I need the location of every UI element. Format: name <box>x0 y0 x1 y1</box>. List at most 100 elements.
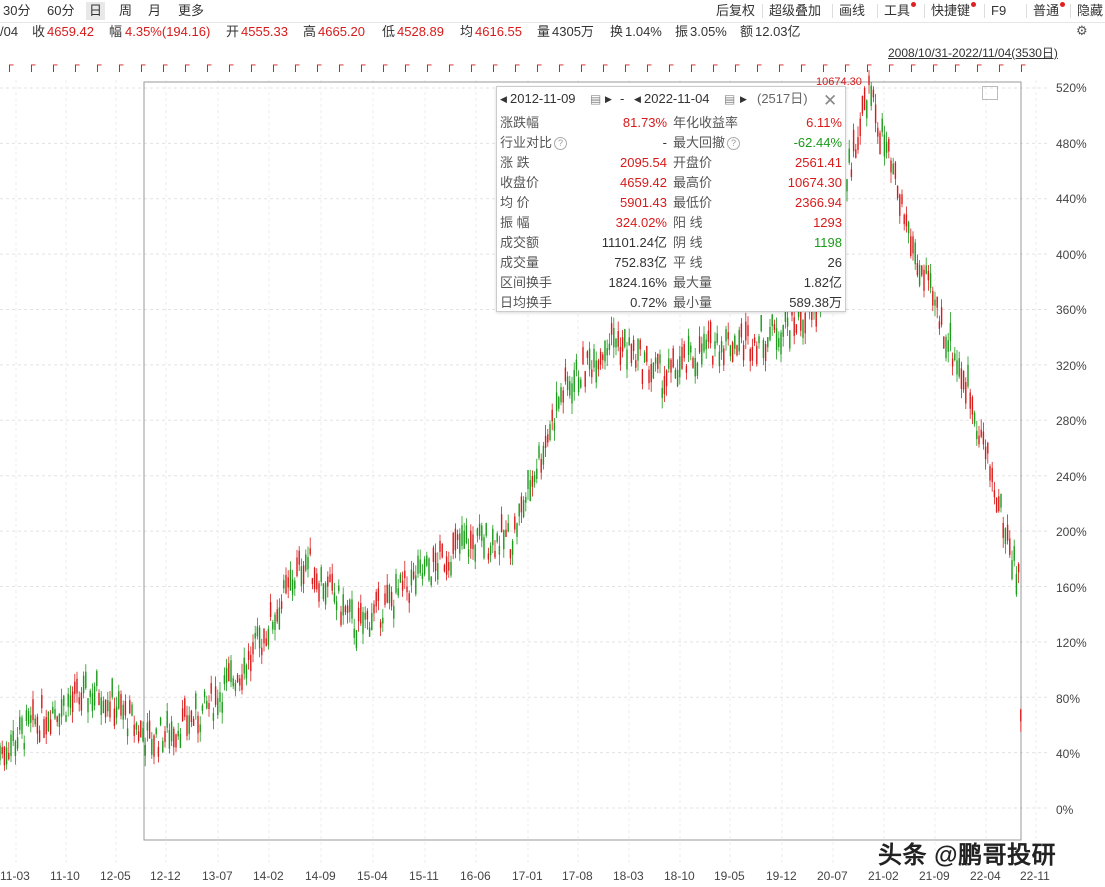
candle-body <box>866 100 868 119</box>
candle-body <box>786 317 789 327</box>
event-marker-icon: ᒥ <box>250 64 256 75</box>
candle-body <box>137 731 140 741</box>
stat-value: 324.02% <box>615 215 667 230</box>
candle-body <box>509 549 512 559</box>
candle-body <box>23 742 25 750</box>
period-tab-1[interactable]: 60分 <box>47 3 75 18</box>
event-marker-icon: ᒥ <box>690 64 696 75</box>
candle-body <box>426 555 428 566</box>
close-icon[interactable]: ✕ <box>823 91 838 110</box>
candle-body <box>478 523 481 537</box>
high-value: 4665.20 <box>318 24 365 39</box>
candle-body <box>135 723 138 730</box>
candle-body <box>624 329 626 347</box>
candle-body <box>318 583 320 602</box>
candle-body <box>322 583 325 600</box>
event-marker-icon: ᒥ <box>140 64 146 75</box>
candle-body <box>654 357 657 364</box>
candle-body <box>89 690 91 697</box>
candle-body <box>852 129 855 152</box>
end-date[interactable]: 2022-11-04 <box>644 91 710 106</box>
candle-body <box>982 431 985 445</box>
candle-body <box>107 700 109 712</box>
stat-label: 涨跌幅 <box>500 115 540 130</box>
candle-body <box>241 674 243 691</box>
x-tick-label: 17-01 <box>512 869 543 883</box>
period-tab-2[interactable]: 日 <box>86 2 106 20</box>
range-selection-box <box>143 81 1022 841</box>
candle-body <box>883 134 886 157</box>
next-start-icon[interactable]: ▶ <box>605 94 612 104</box>
quote-date: /04 <box>0 24 19 39</box>
candle-body <box>437 563 439 580</box>
candle-body <box>492 528 494 546</box>
candle-body <box>76 678 78 694</box>
toolbar-item-7[interactable]: 隐藏 <box>1077 3 1104 18</box>
candle-body <box>399 574 402 583</box>
watermark: 头条 @鹏哥投研 <box>878 842 1057 869</box>
next-end-icon[interactable]: ▶ <box>740 94 747 104</box>
event-marker-icon: ᒥ <box>954 64 960 75</box>
event-marker-icon: ᒥ <box>580 64 586 75</box>
candle-body <box>364 612 366 620</box>
start-date[interactable]: 2012-11-09 <box>510 91 576 106</box>
toolbar-item-1[interactable]: 超级叠加 <box>769 3 822 18</box>
range-dash: - <box>620 91 625 106</box>
calendar-icon[interactable]: ▤ <box>724 92 736 106</box>
candle-body <box>687 335 690 356</box>
period-tab-3[interactable]: 周 <box>119 3 133 18</box>
x-tick-label: 19-12 <box>766 869 797 883</box>
candle-body <box>500 514 503 533</box>
stat-value: 1824.16% <box>608 275 667 290</box>
x-tick-label: 11-03 <box>0 869 30 883</box>
period-tab-0[interactable]: 30分 <box>3 3 31 18</box>
candle-body <box>619 347 622 365</box>
stat-label: 年化收益率 <box>673 115 739 130</box>
toolbar-item-0[interactable]: 后复权 <box>716 3 756 18</box>
candle-body <box>164 731 166 742</box>
candle-body <box>802 319 804 338</box>
prev-end-icon[interactable]: ◀ <box>634 94 641 104</box>
candle-body <box>445 556 448 575</box>
stat-label: 区间换手 <box>500 275 553 290</box>
settings-gear-icon[interactable]: ⚙ <box>1076 23 1088 38</box>
maximize-icon[interactable] <box>982 86 998 100</box>
candle-body <box>613 327 615 348</box>
candle-body <box>694 357 696 377</box>
candle-body <box>419 559 421 574</box>
stats-row: 成交额 11101.24亿阴 线 1198 <box>497 233 845 253</box>
candle-body <box>879 132 881 155</box>
candle-body <box>674 369 677 379</box>
candle-body <box>771 314 773 327</box>
x-tick-label: 12-12 <box>150 869 181 883</box>
help-icon[interactable]: ? <box>727 137 741 151</box>
candle-body <box>863 88 866 111</box>
event-marker-icon: ᒥ <box>866 64 872 75</box>
candle-body <box>223 675 226 685</box>
stat-value: 26 <box>827 255 842 270</box>
candle-body <box>254 632 256 639</box>
help-icon[interactable]: ? <box>554 137 568 151</box>
candle-body <box>683 343 685 358</box>
candle-body <box>907 222 910 234</box>
date-range-label[interactable]: 2008/10/31-2022/11/04(3530日) <box>888 46 1058 60</box>
toolbar-item-5[interactable]: F9 <box>991 3 1007 18</box>
candle-body <box>896 185 899 199</box>
period-tab-5[interactable]: 更多 <box>178 3 205 18</box>
candle-body <box>650 363 652 383</box>
toolbar-item-6[interactable]: 普通 <box>1033 3 1060 18</box>
prev-start-icon[interactable]: ◀ <box>500 94 507 104</box>
event-marker-icon: ᒥ <box>8 64 14 75</box>
candle-body <box>626 349 628 370</box>
candle-body <box>670 359 672 373</box>
period-tab-4[interactable]: 月 <box>148 3 162 18</box>
calendar-icon[interactable]: ▤ <box>590 92 602 106</box>
event-marker-icon: ᒥ <box>998 64 1004 75</box>
toolbar-item-3[interactable]: 工具 <box>884 3 911 18</box>
y-tick-label: 440% <box>1056 192 1087 206</box>
candle-body <box>247 651 250 660</box>
toolbar-item-2[interactable]: 画线 <box>839 3 866 18</box>
candle-body <box>428 558 430 581</box>
toolbar-item-4[interactable]: 快捷键 <box>931 3 971 18</box>
